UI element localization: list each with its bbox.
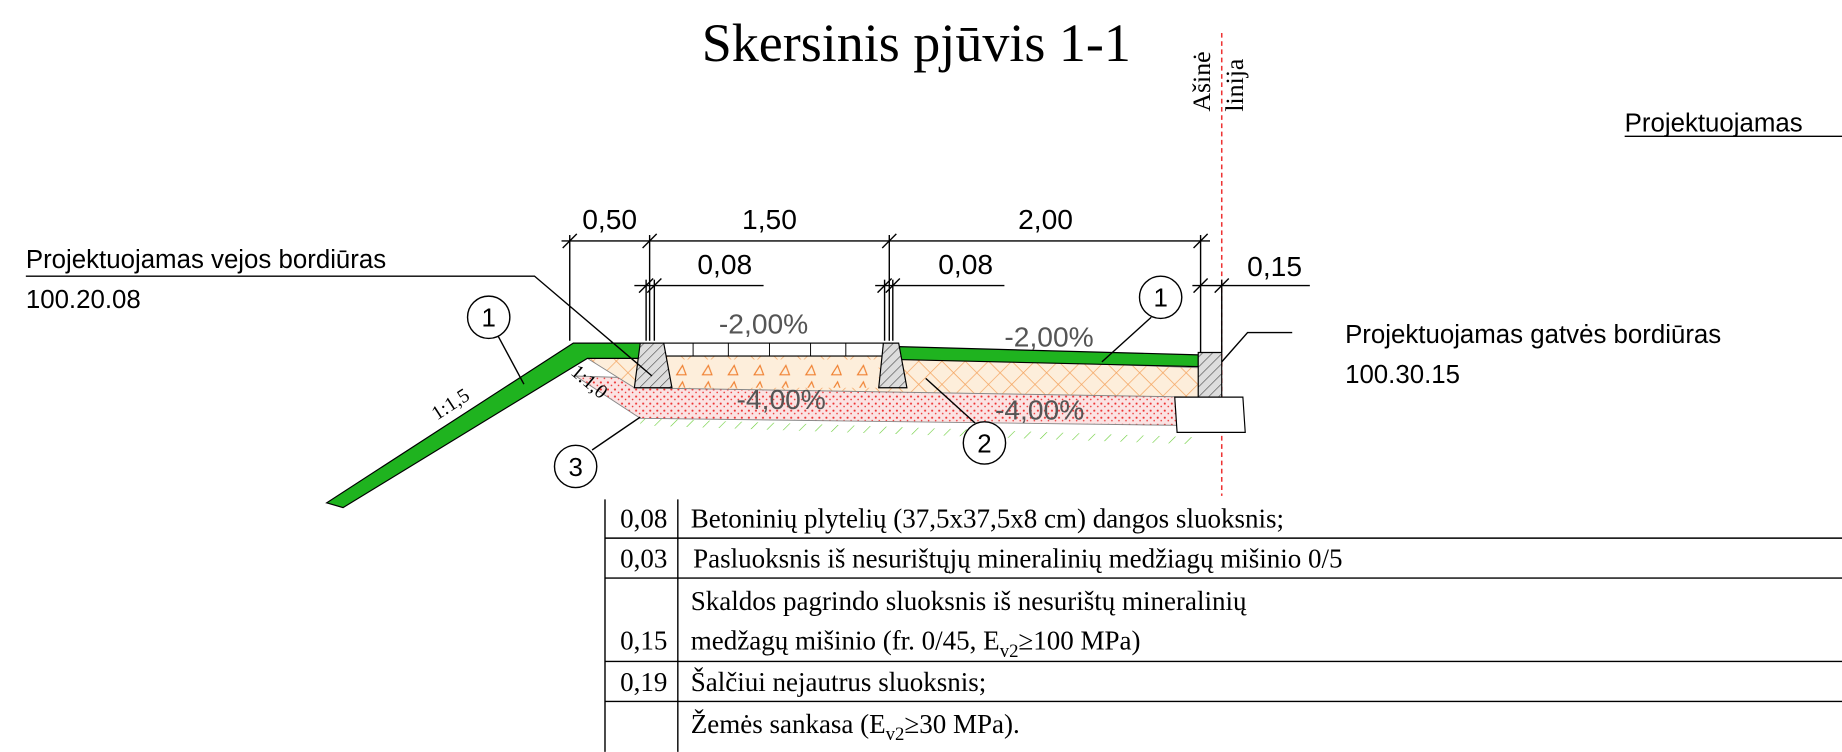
layer-text: Pasluoksnis iš nesurištųjų mineralinių m… xyxy=(693,543,1342,573)
text: ≥100 MPa) xyxy=(1018,626,1140,656)
subscript: v2 xyxy=(886,724,905,745)
layer-text: medžagų mišinio (fr. 0/45, Ev2≥100 MPa) xyxy=(691,626,1141,662)
dimension: 0,08 xyxy=(938,248,993,280)
thickness: 0,08 xyxy=(620,504,667,534)
layer-text: Betoninių plytelių (37,5x37,5x8 cm) dang… xyxy=(691,504,1284,534)
base-layer-pattern xyxy=(667,359,879,388)
callout-leaders xyxy=(497,316,1152,451)
curb-footing xyxy=(1174,396,1246,433)
dimension: 0,50 xyxy=(582,203,637,235)
label: Projektuojamas xyxy=(1625,110,1803,138)
label: Projektuojamas vejos bordiūras xyxy=(26,246,386,274)
slope: -4,00% xyxy=(995,393,1084,425)
text: medžagų mišinio (fr. 0/45, E xyxy=(691,626,1000,656)
axis-label: Ašinė xyxy=(1187,51,1216,111)
dimension: 1,50 xyxy=(742,203,797,235)
subgrade-hatch xyxy=(640,418,1193,445)
callout: 3 xyxy=(568,454,582,482)
tiles xyxy=(651,342,884,357)
label: Projektuojamas gatvės bordiūras xyxy=(1345,321,1721,349)
title: Skersinis pjūvis 1-1 xyxy=(702,13,1131,73)
tile-joints xyxy=(692,343,847,357)
table-lines xyxy=(604,499,1842,752)
label: 100.30.15 xyxy=(1345,361,1460,389)
layer-text: Šalčiui nejautrus sluoksnis; xyxy=(691,667,986,697)
dimension: 2,00 xyxy=(1018,203,1073,235)
dimension-lines xyxy=(561,233,1310,353)
text: ≥30 MPa). xyxy=(904,709,1019,739)
callout: 1 xyxy=(482,305,496,333)
axis-label: linija xyxy=(1220,58,1249,112)
slope-green xyxy=(325,342,647,509)
layer-text: Žemės sankasa (Ev2≥30 MPa). xyxy=(691,709,1020,745)
slope: -2,00% xyxy=(1004,321,1093,353)
label: 100.20.08 xyxy=(26,286,141,314)
leader xyxy=(25,275,653,377)
curb-right xyxy=(1197,351,1223,401)
dimension: 0,15 xyxy=(1247,250,1302,282)
layer-text: Skaldos pagrindo sluoksnis iš nesurištų … xyxy=(691,586,1247,616)
subscript: v2 xyxy=(1000,641,1019,662)
callout: 2 xyxy=(977,430,991,458)
curb-left xyxy=(633,342,673,389)
leader xyxy=(1221,331,1293,363)
slope: -2,00% xyxy=(719,308,808,340)
callout-circles xyxy=(466,275,1183,489)
curb-middle xyxy=(878,342,908,389)
dimension: 0,08 xyxy=(697,248,752,280)
thickness: 0,19 xyxy=(620,667,667,697)
thickness: 0,03 xyxy=(620,543,667,573)
text: Žemės sankasa (E xyxy=(691,709,886,739)
slope: -4,00% xyxy=(737,383,826,415)
callout: 1 xyxy=(1153,285,1167,313)
thickness: 0,15 xyxy=(620,626,667,656)
